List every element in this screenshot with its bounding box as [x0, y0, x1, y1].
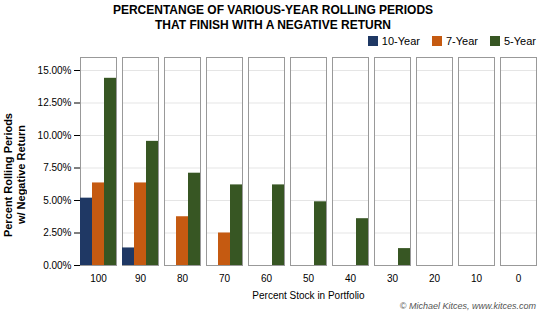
svg-text:5.00%: 5.00%	[43, 195, 71, 206]
svg-text:7.50%: 7.50%	[43, 162, 71, 173]
svg-text:40: 40	[345, 273, 357, 284]
svg-text:50: 50	[303, 273, 315, 284]
svg-text:10: 10	[471, 273, 483, 284]
html-text:7-Year: 7-Year	[446, 35, 478, 47]
html-text:5-Year: 5-Year	[504, 35, 536, 47]
html-text:PERCENTANGE OF VARIOUS-YEAR RO: PERCENTANGE OF VARIOUS-YEAR ROLLING PERI…	[112, 3, 434, 32]
html-text:10-Year: 10-Year	[381, 35, 420, 47]
html-text:Percent Rolling Periods w/ Neg: Percent Rolling Periods w/ Negative Retu…	[2, 113, 27, 237]
svg-text:80: 80	[177, 273, 189, 284]
html-text:© Michael Kitces, www.kitces.c: © Michael Kitces, www.kitces.com	[399, 301, 536, 311]
svg-text:0.00%: 0.00%	[43, 260, 71, 271]
svg-text:0: 0	[516, 273, 522, 284]
svg-text:90: 90	[135, 273, 147, 284]
svg-text:100: 100	[90, 273, 107, 284]
svg-text:30: 30	[387, 273, 399, 284]
svg-text:70: 70	[219, 273, 231, 284]
svg-text:Percent Stock in Portfolio: Percent Stock in Portfolio	[252, 290, 365, 301]
svg-text:15.00%: 15.00%	[38, 65, 72, 76]
svg-text:2.50%: 2.50%	[43, 227, 71, 238]
svg-text:12.50%: 12.50%	[38, 97, 72, 108]
svg-text:60: 60	[261, 273, 273, 284]
svg-text:20: 20	[429, 273, 441, 284]
svg-text:10.00%: 10.00%	[38, 130, 72, 141]
